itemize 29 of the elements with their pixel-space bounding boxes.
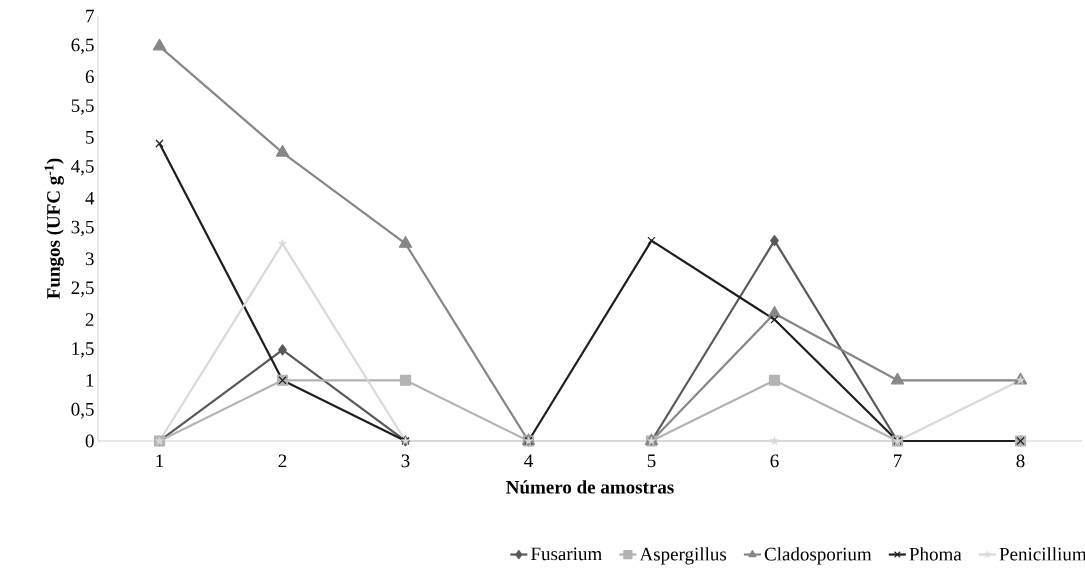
legend-label: Cladosporium — [764, 547, 872, 565]
y-tick-label: 3 — [85, 252, 94, 266]
legend-label: Aspergillus — [639, 547, 727, 565]
x-tick-label: 5 — [647, 454, 656, 468]
y-tick-label: 1,5 — [72, 342, 94, 358]
x-tick-label: 6 — [770, 454, 779, 468]
y-tick-label: 4 — [85, 191, 95, 205]
y-tick-label: 0,5 — [71, 402, 94, 419]
x-tick-label: 7 — [894, 454, 902, 467]
y-tick-label: 6 — [85, 70, 94, 84]
y-tick-label: 2 — [85, 313, 94, 326]
x-tick-label: 1 — [156, 454, 164, 468]
y-tick-label: 0 — [85, 434, 94, 448]
legend-label: Fusarium — [531, 547, 602, 561]
x-tick-label: 8 — [1016, 454, 1025, 468]
y-tick-label: 5 — [86, 131, 94, 144]
x-tick-label: 2 — [278, 454, 287, 468]
y-tick-label: 4,5 — [71, 160, 94, 176]
y-axis-title: Fungos (UFC g$^{-1}$) — [44, 158, 64, 299]
y-tick-label: 5,5 — [71, 99, 94, 115]
x-axis-title: Número de amostras — [506, 480, 674, 494]
y-tick-label: 1 — [86, 374, 94, 387]
legend-label: Phoma — [909, 547, 962, 561]
y-tick-label: 7 — [86, 9, 94, 23]
y-tick-label: 3,5 — [71, 220, 94, 237]
y-tick-label: 2,5 — [71, 281, 94, 297]
x-tick-label: 4 — [524, 454, 533, 468]
y-tick-label: 6,5 — [71, 38, 94, 55]
x-tick-label: 3 — [401, 454, 410, 468]
